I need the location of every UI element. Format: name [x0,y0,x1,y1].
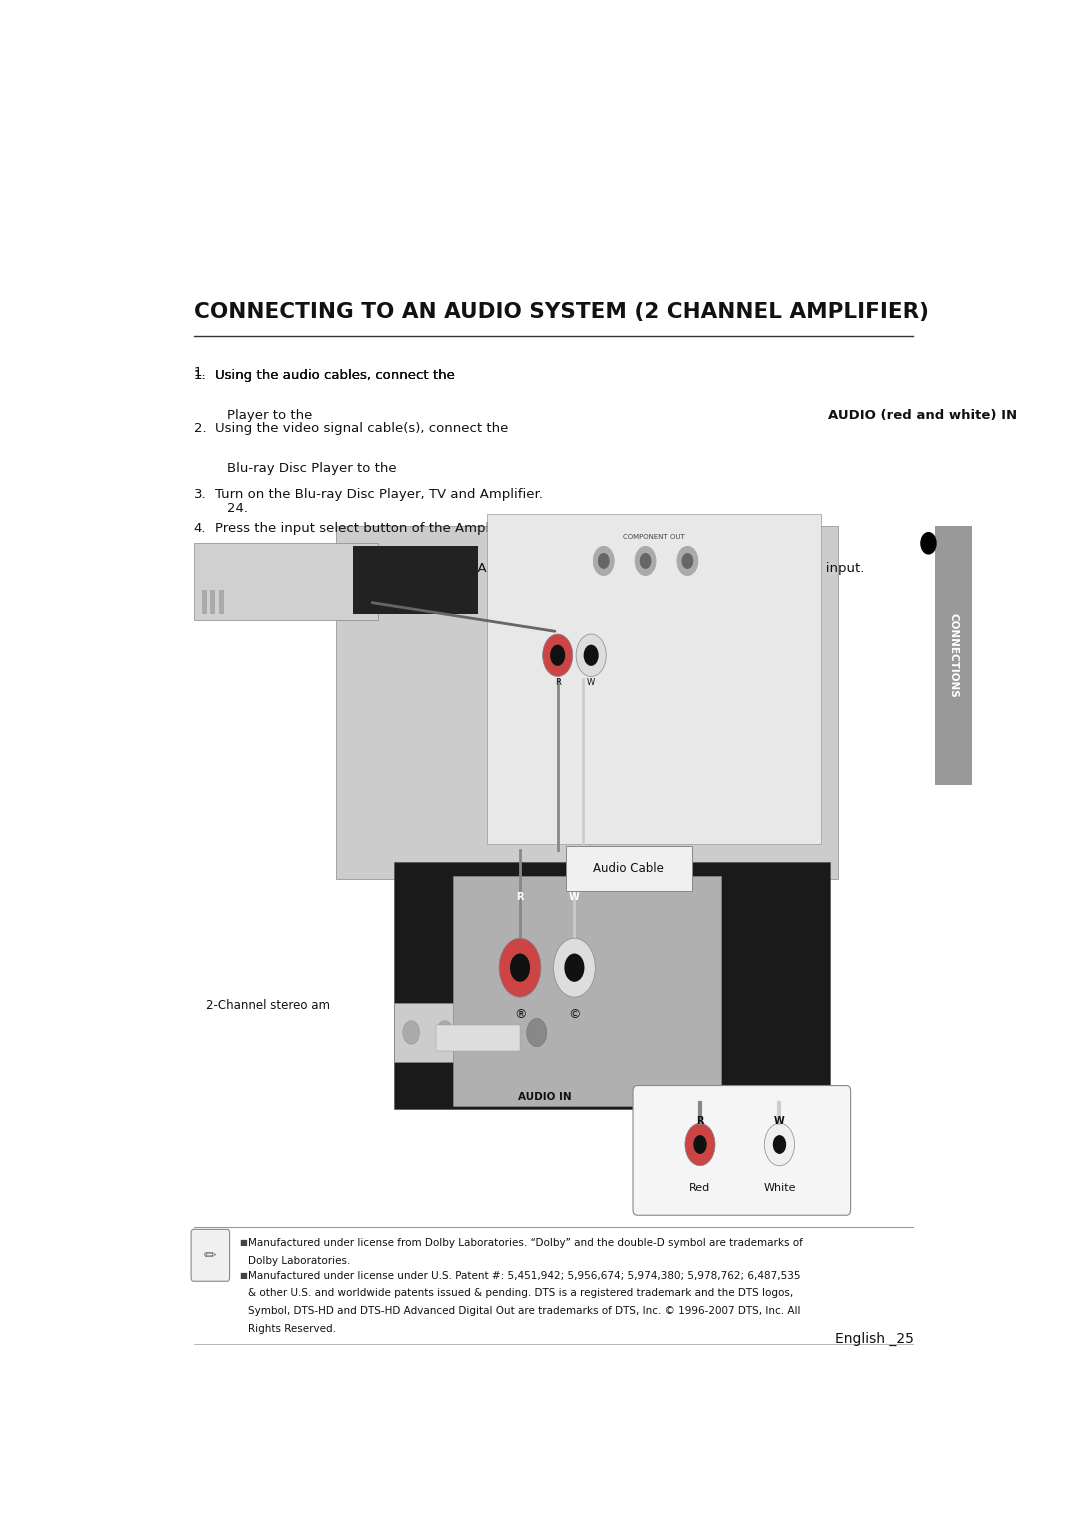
Text: R: R [555,678,561,687]
Circle shape [677,547,698,576]
Text: AUDIO IN: AUDIO IN [518,1092,572,1102]
Circle shape [683,554,692,568]
Text: ■: ■ [240,1271,247,1280]
Text: Dolby Laboratories.: Dolby Laboratories. [248,1257,350,1266]
Text: Using the video signal cable(s), connect the: Using the video signal cable(s), connect… [215,423,512,435]
FancyBboxPatch shape [336,525,838,879]
Text: ®: ® [514,1009,526,1021]
Text: Using the audio cables, connect the: Using the audio cables, connect the [215,369,459,381]
Circle shape [583,645,598,666]
FancyBboxPatch shape [211,591,215,614]
FancyBboxPatch shape [935,525,972,785]
Circle shape [510,954,530,981]
Circle shape [685,1124,715,1165]
FancyBboxPatch shape [394,862,829,1108]
Circle shape [640,554,650,568]
Text: W: W [569,893,580,902]
Circle shape [640,554,650,568]
Text: Symbol, DTS-HD and DTS-HD Advanced Digital Out are trademarks of DTS, Inc. © 199: Symbol, DTS-HD and DTS-HD Advanced Digit… [248,1306,800,1317]
Text: 24.: 24. [227,502,248,514]
Text: W: W [774,1116,785,1125]
FancyBboxPatch shape [633,1085,851,1216]
Text: COMPONENT OUT: COMPONENT OUT [623,534,685,540]
Text: Manufactured under license under U.S. Patent #: 5,451,942; 5,956,674; 5,974,380;: Manufactured under license under U.S. Pa… [248,1271,800,1280]
Text: Red: Red [689,1183,711,1193]
Text: CONNECTING TO AN AUDIO SYSTEM (2 CHANNEL AMPLIFIER): CONNECTING TO AN AUDIO SYSTEM (2 CHANNEL… [193,302,929,322]
Text: Using the audio cables, connect the: Using the audio cables, connect the [215,369,459,381]
Text: AUDIO (red and white) IN: AUDIO (red and white) IN [828,409,1017,423]
Text: Using the audio cables, connect the: Using the audio cables, connect the [215,369,459,381]
Text: Press the input select button of the Amplifier to select the: Press the input select button of the Amp… [215,522,607,534]
Circle shape [499,939,541,997]
Circle shape [436,1021,454,1044]
Circle shape [576,634,606,677]
Text: 2-Channel stereo am: 2-Channel stereo am [206,998,330,1012]
Text: Manufactured under license from Dolby Laboratories. “Dolby” and the double-D sym: Manufactured under license from Dolby La… [248,1237,802,1248]
Text: 1.: 1. [193,366,206,380]
FancyBboxPatch shape [566,847,691,891]
Text: W: W [588,678,595,687]
FancyBboxPatch shape [352,545,478,614]
Circle shape [542,634,572,677]
Circle shape [921,533,936,554]
Text: White: White [764,1183,796,1193]
Text: Blu-ray Disc Player to the: Blu-ray Disc Player to the [227,462,401,475]
FancyBboxPatch shape [193,544,378,620]
Text: ©: © [568,1009,581,1021]
Circle shape [565,954,584,981]
FancyBboxPatch shape [394,1003,579,1063]
Circle shape [594,547,613,576]
Text: Turn on the Blu-ray Disc Player, TV and Amplifier.: Turn on the Blu-ray Disc Player, TV and … [215,488,542,501]
Circle shape [765,1124,795,1165]
Text: ■: ■ [240,1237,247,1246]
Circle shape [554,939,595,997]
Text: Audio Cable: Audio Cable [593,862,664,876]
Circle shape [677,547,698,576]
Circle shape [550,645,565,666]
Text: ✏: ✏ [204,1248,217,1263]
Text: 4.: 4. [193,522,206,534]
Circle shape [683,554,692,568]
FancyBboxPatch shape [454,876,721,1105]
Circle shape [598,554,609,568]
Text: Player to the: Player to the [227,409,316,423]
FancyBboxPatch shape [486,514,822,844]
Text: R: R [516,893,524,902]
Text: 3.: 3. [193,488,206,501]
Circle shape [403,1021,420,1044]
FancyBboxPatch shape [191,1229,230,1281]
Text: English _25: English _25 [835,1332,914,1346]
FancyBboxPatch shape [218,591,224,614]
Circle shape [635,547,656,576]
Circle shape [594,547,613,576]
FancyBboxPatch shape [202,591,207,614]
Circle shape [527,1018,546,1047]
Circle shape [598,554,609,568]
Text: Rights Reserved.: Rights Reserved. [248,1324,336,1334]
Circle shape [693,1134,706,1154]
Text: 2.: 2. [193,423,206,435]
Text: CONNECTIONS: CONNECTIONS [948,612,959,698]
Text: 1.: 1. [193,369,206,381]
Text: 1.: 1. [193,369,206,381]
FancyBboxPatch shape [436,1026,521,1052]
Text: & other U.S. and worldwide patents issued & pending. DTS is a registered tradema: & other U.S. and worldwide patents issue… [248,1288,793,1298]
Circle shape [635,547,656,576]
Circle shape [773,1134,786,1154]
Text: R: R [697,1116,704,1125]
Text: the Blu-ray Disc Player. Refer to your Amplifier’s user manual to set the Amplif: the Blu-ray Disc Player. Refer to your A… [227,562,864,576]
